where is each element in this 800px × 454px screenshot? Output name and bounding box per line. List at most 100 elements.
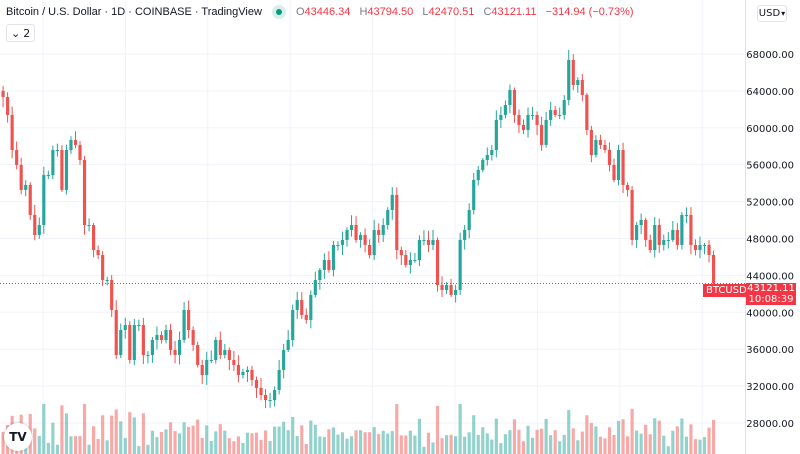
candle-body bbox=[711, 255, 716, 284]
volume-bar bbox=[200, 437, 204, 454]
volume-bar bbox=[196, 419, 200, 454]
candle-body bbox=[454, 289, 458, 295]
candle-body bbox=[644, 219, 648, 240]
volume-bar bbox=[69, 436, 73, 454]
volume-bar bbox=[273, 426, 277, 454]
candle-body bbox=[594, 139, 598, 155]
volume-bar bbox=[589, 423, 593, 454]
indicators-collapse-button[interactable]: ⌄ 2 bbox=[6, 24, 36, 42]
volume-bar bbox=[368, 432, 372, 454]
candle-body bbox=[232, 359, 236, 365]
price-tick-label: 52000.00 bbox=[746, 198, 794, 209]
candle-body bbox=[259, 388, 263, 395]
volume-bar bbox=[119, 421, 123, 454]
price-tick-label: 60000.00 bbox=[746, 124, 794, 135]
candle-body bbox=[309, 294, 313, 320]
volume-bar bbox=[585, 415, 589, 454]
candle-body bbox=[567, 59, 571, 101]
volume-bar bbox=[209, 440, 213, 454]
volume-bar bbox=[164, 429, 168, 454]
volume-bar bbox=[594, 426, 598, 454]
volume-bar bbox=[250, 433, 254, 454]
symbol-tag-label: BTCUSD bbox=[706, 285, 747, 296]
candle-body bbox=[254, 380, 259, 389]
volume-bar bbox=[481, 427, 485, 454]
candle-body bbox=[187, 309, 191, 331]
volume-bar bbox=[282, 421, 286, 454]
change-value: −314.94 (−0.73%) bbox=[545, 6, 634, 18]
candle-body bbox=[589, 129, 593, 155]
volume-bar bbox=[625, 436, 630, 454]
volume-bar bbox=[386, 433, 390, 454]
candle-body bbox=[114, 309, 118, 356]
candle-body bbox=[395, 194, 399, 251]
candle-body bbox=[490, 150, 494, 155]
currency-label: USD bbox=[758, 8, 781, 19]
candle-body bbox=[390, 194, 394, 210]
candle-body bbox=[648, 239, 652, 251]
candle-body bbox=[349, 225, 354, 230]
candle-body bbox=[689, 214, 693, 245]
volume-bar bbox=[177, 433, 182, 454]
volume-bar bbox=[417, 418, 421, 454]
candle-body bbox=[417, 239, 421, 260]
volume-bar bbox=[73, 436, 78, 454]
candle-body bbox=[191, 330, 195, 345]
volume-bar bbox=[377, 434, 381, 454]
candle-body bbox=[168, 330, 173, 351]
candle-body bbox=[562, 100, 566, 115]
low-value: 42470.51 bbox=[428, 6, 475, 18]
candle-body bbox=[680, 214, 684, 245]
candle-body bbox=[268, 400, 272, 402]
candle-body bbox=[150, 339, 155, 356]
candle-body bbox=[19, 164, 23, 190]
volume-bar bbox=[327, 429, 331, 454]
symbol-title[interactable]: Bitcoin / U.S. Dollar · 1D · COINBASE · … bbox=[6, 6, 262, 18]
candle-body bbox=[227, 350, 231, 360]
last-price-tag: 43121.11 10:08:39 bbox=[746, 283, 796, 305]
candle-body bbox=[526, 114, 530, 130]
price-tick-label: 48000.00 bbox=[746, 234, 794, 245]
volume-bar bbox=[309, 420, 313, 454]
candle-body bbox=[173, 350, 177, 356]
volume-bar bbox=[300, 425, 304, 454]
volume-bar bbox=[277, 426, 281, 454]
chevron-down-icon: ⌄ bbox=[11, 26, 21, 40]
candle-body bbox=[422, 239, 426, 241]
candle-body bbox=[291, 309, 295, 340]
volume-bar bbox=[567, 409, 571, 454]
candle-body bbox=[51, 150, 55, 176]
volume-bar bbox=[680, 418, 684, 454]
volume-bar bbox=[689, 424, 693, 454]
volume-bar bbox=[472, 415, 476, 454]
volume-bar bbox=[123, 438, 127, 454]
price-axis[interactable]: 68000.00 64000.00 60000.00 56000.00 52000.00… bbox=[746, 50, 794, 430]
volume-bar bbox=[349, 436, 354, 454]
candle-body bbox=[657, 225, 661, 245]
volume-bar bbox=[639, 433, 643, 454]
volume-bar bbox=[707, 427, 711, 454]
price-tick-label: 44000.00 bbox=[746, 271, 794, 282]
candle-body bbox=[322, 259, 326, 270]
volume-bar bbox=[146, 444, 150, 454]
volume-bar bbox=[535, 429, 539, 454]
candle-body bbox=[580, 79, 584, 95]
candle-body bbox=[499, 114, 503, 120]
candle-body bbox=[377, 229, 381, 235]
candle-body bbox=[444, 284, 449, 290]
volume-bar bbox=[110, 415, 114, 454]
close-value: 43121.11 bbox=[491, 6, 537, 18]
candle-body bbox=[363, 234, 367, 245]
tradingview-logo[interactable]: TV bbox=[4, 423, 32, 451]
candle-body bbox=[607, 150, 612, 165]
volume-bar bbox=[435, 405, 440, 454]
candle-body bbox=[359, 234, 363, 240]
currency-button[interactable]: USD ▾ bbox=[757, 5, 787, 22]
volume-bar bbox=[159, 431, 164, 454]
volume-bar bbox=[137, 446, 141, 454]
candle-body bbox=[508, 89, 512, 105]
low-label: L bbox=[422, 6, 429, 18]
volume-bar bbox=[571, 428, 575, 454]
volume-bar bbox=[191, 425, 195, 454]
